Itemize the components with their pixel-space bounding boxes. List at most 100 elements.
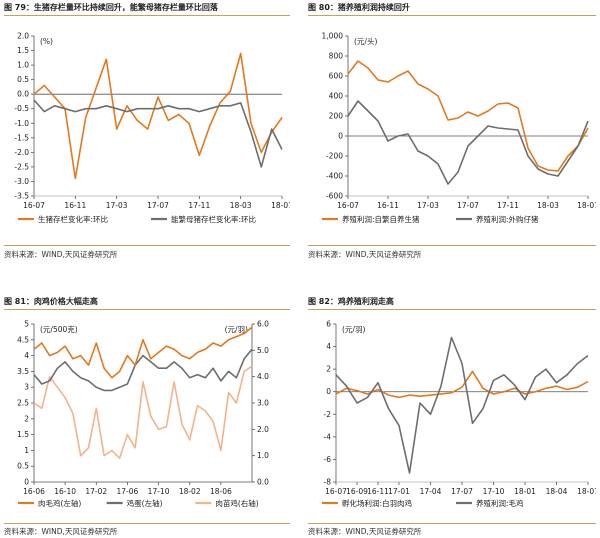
x-tick-label: 16-09 bbox=[346, 487, 368, 496]
x-tick-label: 16-11 bbox=[367, 487, 389, 496]
y-tick-label: -200 bbox=[326, 152, 343, 161]
y2-unit-label: (元/羽) bbox=[225, 325, 248, 334]
series-line-1 bbox=[347, 100, 589, 185]
x-tick-label: 17-01 bbox=[388, 487, 410, 496]
figure-header: 图 82：鸡养殖利润走高 bbox=[308, 296, 394, 307]
footer-rule bbox=[4, 245, 290, 246]
x-tick-label: 16-07 bbox=[23, 201, 45, 210]
series-line-0 bbox=[335, 370, 589, 399]
chart-panel-79: 图 79：生猪存栏量环比持续回升，能繁母猪存栏量环比回落 2.0 1.5 1.0 0.… bbox=[4, 2, 290, 264]
y-tick-label: 2 bbox=[24, 414, 29, 423]
y-unit-label: (元/羽) bbox=[342, 325, 365, 334]
figure-header: 图 81：肉鸡价格大幅走高 bbox=[4, 296, 98, 307]
x-tick-label: 18-06 bbox=[210, 487, 232, 496]
x-tick-label: 17-06 bbox=[117, 487, 139, 496]
x-tick-label: 17-03 bbox=[417, 201, 439, 210]
y2-tick-label: 2.0 bbox=[257, 425, 269, 434]
chart-panel-82: 图 82：鸡养殖利润走高 6 4 2 0 -2 -4 -6 -8 16-07 16-09 16-11… bbox=[308, 296, 596, 536]
x-tick-label: 17-10 bbox=[483, 487, 505, 496]
y-tick-label: 1,000 bbox=[322, 32, 344, 41]
y2-tick-label: 6.0 bbox=[257, 320, 269, 329]
y-unit-label: (元/头) bbox=[354, 36, 377, 46]
y-tick-label: -6 bbox=[324, 455, 332, 464]
x-tick-label: 18-07 bbox=[577, 201, 596, 210]
x-tick-label: 17-07 bbox=[457, 201, 479, 210]
legend-label: 生猪存栏变化率:环比 bbox=[38, 214, 109, 224]
y-tick-label: -1.0 bbox=[14, 119, 29, 128]
y-tick-label: 0 bbox=[326, 387, 331, 396]
legend-label: 鸡蛋(左轴) bbox=[127, 498, 163, 508]
x-tick-label: 16-11 bbox=[64, 201, 86, 210]
chart-panel-81: 图 81：肉鸡价格大幅走高 5 4.5 4 3.5 3 2.5 2 1.5 1 0.5 0 6.0 5.… bbox=[4, 296, 290, 536]
x-tick-label: 17-02 bbox=[85, 487, 107, 496]
header-rule bbox=[4, 15, 290, 16]
chart-area: 6 4 2 0 -2 -4 -6 -816-07 16-09 16-11 17-01 17-04 17-… bbox=[322, 320, 596, 508]
y-tick-label: -3.0 bbox=[14, 177, 29, 186]
y-tick-label: 600 bbox=[329, 72, 344, 81]
figure-number: 图 82： bbox=[308, 297, 338, 306]
y2-tick-label: 3.0 bbox=[257, 399, 269, 408]
footer-rule bbox=[308, 523, 596, 524]
y-tick-label: 2.0 bbox=[17, 32, 29, 41]
footer-rule bbox=[4, 523, 290, 524]
y-unit-label: (%) bbox=[40, 37, 53, 46]
x-tick-label: 17-11 bbox=[188, 201, 210, 210]
y-tick-label: -4 bbox=[324, 432, 332, 441]
legend-label: 肉毛鸡(左轴) bbox=[38, 498, 81, 508]
y2-tick-label: 5.0 bbox=[257, 346, 269, 355]
y-tick-label: 0.0 bbox=[17, 90, 29, 99]
series-line-1 bbox=[33, 348, 253, 392]
legend-label: 孵化场利润:白羽肉鸡 bbox=[342, 498, 412, 508]
series-line-0 bbox=[347, 60, 589, 172]
y-tick-label: 0.5 bbox=[17, 75, 29, 84]
header-rule bbox=[308, 15, 596, 16]
x-tick-label: 16-06 bbox=[23, 487, 45, 496]
legend-label: 养殖利润:自繁自养生猪 bbox=[342, 214, 420, 224]
y-unit-label: (元/500克) bbox=[40, 325, 78, 334]
y-tick-label: 2 bbox=[326, 365, 331, 374]
x-tick-label: 16-07 bbox=[325, 487, 347, 496]
y2-tick-label: 4.0 bbox=[257, 372, 269, 381]
x-tick-label: 18-02 bbox=[179, 487, 201, 496]
y-tick-label: 3 bbox=[24, 383, 29, 392]
figure-number: 图 81： bbox=[4, 297, 34, 306]
figure-title: 肉鸡价格大幅走高 bbox=[33, 297, 98, 306]
series-line-0 bbox=[33, 326, 253, 379]
legend-label: 能繁母猪存栏变化率:环比 bbox=[171, 214, 257, 224]
y-tick-label: 2.5 bbox=[17, 399, 29, 408]
y-tick-label: 5 bbox=[24, 320, 29, 329]
source-note: 资料来源：WIND,天风证券研究所 bbox=[4, 250, 118, 259]
figure-title: 鸡养殖利润走高 bbox=[337, 297, 394, 306]
y-tick-label: 0 bbox=[338, 132, 343, 141]
y-tick-label: 0 bbox=[24, 478, 29, 487]
legend-label: 养殖利润:毛鸡 bbox=[476, 498, 524, 508]
y-tick-label: -0.5 bbox=[14, 104, 29, 113]
y-tick-label: 1.5 bbox=[17, 430, 29, 439]
chart-area: 5 4.5 4 3.5 3 2.5 2 1.5 1 0.5 0 6.0 5.0 4.0 3.0 2.0 1.0 0… bbox=[17, 320, 269, 509]
header-rule bbox=[4, 309, 290, 310]
x-tick-label: 17-10 bbox=[148, 487, 170, 496]
y-tick-label: 3.5 bbox=[17, 367, 29, 376]
y-tick-label: 0.5 bbox=[17, 462, 29, 471]
y-tick-label: 400 bbox=[329, 92, 344, 101]
y-tick-label: -1.5 bbox=[14, 133, 29, 142]
source-note: 资料来源：WIND,天风证券研究所 bbox=[308, 527, 422, 536]
x-tick-label: 18-07 bbox=[577, 487, 596, 496]
x-tick-label: 16-07 bbox=[337, 201, 359, 210]
y-tick-label: 4.5 bbox=[17, 335, 29, 344]
y-tick-label: 1.0 bbox=[17, 61, 29, 70]
y-tick-label: 1 bbox=[24, 446, 29, 455]
figure-title: 猪养殖利润持续回升 bbox=[337, 3, 410, 12]
legend-label: 肉苗鸡(右轴) bbox=[215, 498, 258, 508]
x-tick-label: 17-11 bbox=[497, 201, 519, 210]
y-tick-label: -3.5 bbox=[14, 192, 29, 201]
y-tick-label: -2.5 bbox=[14, 162, 29, 171]
series-line-1 bbox=[335, 336, 589, 474]
x-tick-label: 17-07 bbox=[147, 201, 169, 210]
x-tick-label: 18-01 bbox=[514, 487, 536, 496]
figure-number: 图 79： bbox=[4, 3, 34, 12]
chart-area: 2.0 1.5 1.0 0.5 0.0 -0.5 -1.0 -1.5 -2.0 -2.5 -3.0 -… bbox=[14, 32, 290, 225]
footer-rule bbox=[308, 245, 596, 246]
figure-title: 生猪存栏量环比持续回升，能繁母猪存栏量环比回落 bbox=[33, 3, 218, 12]
